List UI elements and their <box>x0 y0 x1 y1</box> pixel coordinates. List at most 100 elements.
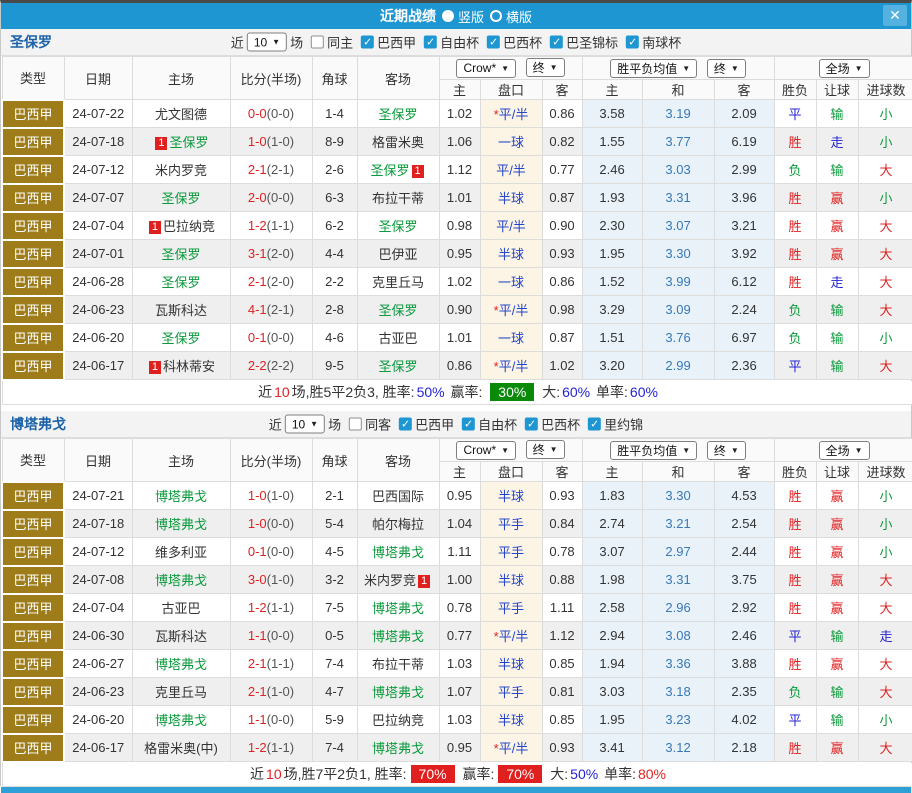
odds-away-cell: 0.87 <box>542 324 582 352</box>
league-cell: 巴西甲 <box>2 510 64 538</box>
corner-cell: 4-7 <box>312 678 357 706</box>
league-checkbox[interactable]: ✓ <box>462 418 475 431</box>
avg-away-cell: 2.09 <box>714 100 774 128</box>
odds-away-cell: 0.93 <box>542 734 582 762</box>
home-team-cell: 博塔弗戈 <box>132 706 230 734</box>
col-header-avg-away: 客 <box>714 80 774 100</box>
match-row: 巴西甲24-07-12米内罗竞2-1(2-1)2-6圣保罗11.12平/半0.7… <box>2 156 912 184</box>
avg-draw-cell: 3.18 <box>642 678 714 706</box>
league-checkbox[interactable]: ✓ <box>550 36 563 49</box>
chevron-down-icon: ▼ <box>501 64 509 73</box>
recent-count-select[interactable]: 10▼ <box>285 415 325 434</box>
home-team-cell: 1科林蒂安 <box>132 352 230 380</box>
goals-cell: 小 <box>858 128 912 156</box>
league-checkbox[interactable]: ✓ <box>487 36 500 49</box>
league-checkbox[interactable]: ✓ <box>626 36 639 49</box>
layout-radio-vertical[interactable]: 竖版 <box>442 7 484 26</box>
match-row: 巴西甲24-06-171科林蒂安2-2(2-2)9-5圣保罗0.86*平/半1.… <box>2 352 912 380</box>
avg-draw-cell: 3.31 <box>642 566 714 594</box>
away-team-cell: 克里丘马 <box>357 268 439 296</box>
team-name: 克里丘马 <box>372 275 424 290</box>
avg-state-select[interactable]: 终▼ <box>707 441 746 460</box>
avg-odds-group: 胜平负均值▼ 终▼ <box>582 57 774 80</box>
league-label: 里约锦 <box>604 415 643 434</box>
league-checkbox[interactable]: ✓ <box>525 418 538 431</box>
result-cell: 负 <box>774 678 816 706</box>
away-team-cell: 圣保罗 <box>357 100 439 128</box>
odds-away-cell: 0.81 <box>542 678 582 706</box>
col-header-result: 胜负 <box>774 462 816 482</box>
score-cell: 2-2(2-2) <box>230 352 312 380</box>
odds-home-cell: 1.01 <box>439 184 480 212</box>
col-header-handicap: 盘口 <box>480 80 542 100</box>
odds-source-select[interactable]: Crow*▼ <box>456 441 516 460</box>
radio-horizontal-label: 横版 <box>506 7 532 26</box>
recent-count-select[interactable]: 10▼ <box>247 33 287 52</box>
handicap-result-cell: 走 <box>816 268 858 296</box>
league-cell: 巴西甲 <box>2 678 64 706</box>
goals-cell: 小 <box>858 324 912 352</box>
score-cell: 1-2(1-1) <box>230 594 312 622</box>
handicap-cell: *平/半 <box>480 734 542 762</box>
league-checkbox[interactable]: ✓ <box>361 36 374 49</box>
scope-group: 全场▼ <box>774 57 912 80</box>
result-cell: 胜 <box>774 128 816 156</box>
avg-odds-select[interactable]: 胜平负均值▼ <box>610 59 697 78</box>
league-label: 巴西杯 <box>503 33 542 52</box>
away-team-cell: 米内罗竞1 <box>357 566 439 594</box>
chevron-down-icon: ▼ <box>682 64 690 73</box>
home-team-cell: 博塔弗戈 <box>132 650 230 678</box>
goals-cell: 大 <box>858 678 912 706</box>
league-cell: 巴西甲 <box>2 566 64 594</box>
summary-segment: 10 <box>274 384 290 400</box>
red-badge-icon: 1 <box>149 221 161 234</box>
layout-radio-horizontal[interactable]: 横版 <box>490 7 532 26</box>
team-name: 博塔弗戈 <box>155 713 207 728</box>
odds-away-cell: 1.02 <box>542 352 582 380</box>
avg-draw-cell: 3.12 <box>642 734 714 762</box>
avg-state-select[interactable]: 终▼ <box>707 59 746 78</box>
odds-source-select[interactable]: Crow*▼ <box>456 59 516 78</box>
corner-cell: 5-9 <box>312 706 357 734</box>
scope-select[interactable]: 全场▼ <box>819 441 870 460</box>
scope-select[interactable]: 全场▼ <box>819 59 870 78</box>
match-row: 巴西甲24-06-23克里丘马2-1(1-0)4-7博塔弗戈1.07平手0.81… <box>2 678 912 706</box>
avg-odds-select[interactable]: 胜平负均值▼ <box>610 441 697 460</box>
away-team-cell: 博塔弗戈 <box>357 734 439 762</box>
avg-home-cell: 2.46 <box>582 156 642 184</box>
team-name: 古亚巴 <box>161 601 200 616</box>
odds-home-cell: 1.06 <box>439 128 480 156</box>
result-cell: 平 <box>774 100 816 128</box>
chevron-down-icon: ▼ <box>550 63 558 72</box>
date-cell: 24-06-20 <box>64 706 132 734</box>
odds-away-cell: 0.88 <box>542 566 582 594</box>
league-checkbox[interactable]: ✓ <box>399 418 412 431</box>
same-venue-checkbox[interactable] <box>311 36 324 49</box>
league-cell: 巴西甲 <box>2 128 64 156</box>
goals-cell: 小 <box>858 100 912 128</box>
team-name: 博塔弗戈 <box>372 601 424 616</box>
handicap-cell: 半球 <box>480 650 542 678</box>
league-checkbox[interactable]: ✓ <box>588 418 601 431</box>
match-row: 巴西甲24-07-08博塔弗戈3-0(1-0)3-2米内罗竞11.00半球0.8… <box>2 566 912 594</box>
col-header-handicap: 盘口 <box>480 462 542 482</box>
summary-segment: 10 <box>266 766 282 782</box>
corner-cell: 4-5 <box>312 538 357 566</box>
avg-draw-cell: 3.03 <box>642 156 714 184</box>
odds-state-select[interactable]: 终▼ <box>526 58 565 77</box>
league-checkbox[interactable]: ✓ <box>424 36 437 49</box>
avg-draw-cell: 3.08 <box>642 622 714 650</box>
summary-segment: 60% <box>630 384 658 400</box>
odds-away-cell: 0.86 <box>542 100 582 128</box>
away-team-cell: 圣保罗 <box>357 212 439 240</box>
same-venue-checkbox[interactable] <box>349 418 362 431</box>
odds-away-cell: 0.86 <box>542 268 582 296</box>
score-cell: 1-2(1-1) <box>230 734 312 762</box>
close-button[interactable]: ✕ <box>883 5 907 26</box>
avg-home-cell: 3.03 <box>582 678 642 706</box>
handicap-result-cell: 赢 <box>816 650 858 678</box>
league-cell: 巴西甲 <box>2 100 64 128</box>
avg-draw-cell: 3.30 <box>642 240 714 268</box>
odds-state-select[interactable]: 终▼ <box>526 440 565 459</box>
away-team-cell: 博塔弗戈 <box>357 538 439 566</box>
